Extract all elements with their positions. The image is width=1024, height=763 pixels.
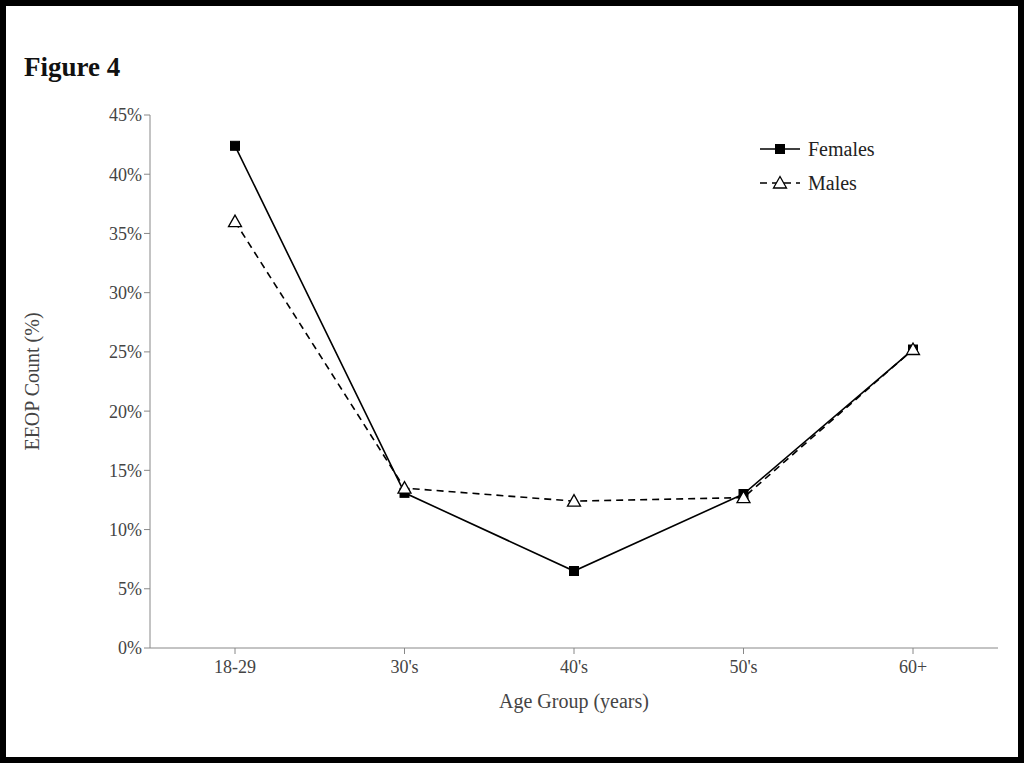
svg-text:5%: 5%	[118, 579, 142, 599]
svg-text:35%: 35%	[109, 224, 142, 244]
svg-text:30%: 30%	[109, 283, 142, 303]
svg-text:10%: 10%	[109, 520, 142, 540]
svg-text:45%: 45%	[109, 105, 142, 125]
svg-text:50's: 50's	[729, 657, 757, 677]
svg-text:18-29: 18-29	[214, 657, 256, 677]
svg-text:Age Group (years): Age Group (years)	[499, 690, 649, 713]
svg-text:60+: 60+	[899, 657, 927, 677]
svg-text:25%: 25%	[109, 342, 142, 362]
html-text:Figure 4: Figure 4	[24, 52, 121, 82]
svg-text:15%: 15%	[109, 461, 142, 481]
svg-text:0%: 0%	[118, 638, 142, 658]
svg-text:20%: 20%	[109, 402, 142, 422]
svg-text:EEOP Count (%): EEOP Count (%)	[21, 312, 44, 450]
svg-text:40's: 40's	[560, 657, 588, 677]
html-text:Females: Females	[808, 137, 875, 160]
html-text:Males: Males	[808, 171, 857, 194]
svg-text:30's: 30's	[390, 657, 418, 677]
svg-text:40%: 40%	[109, 165, 142, 185]
